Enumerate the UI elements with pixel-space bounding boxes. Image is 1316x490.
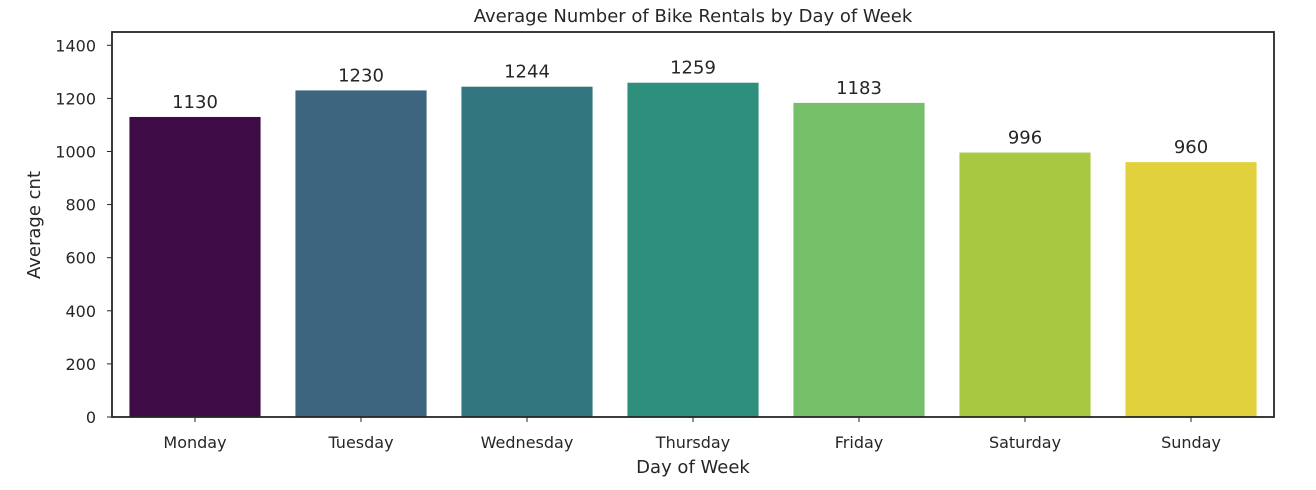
data-label-sunday: 960 xyxy=(1174,137,1208,158)
x-tick-label: Saturday xyxy=(989,433,1061,452)
chart-title: Average Number of Bike Rentals by Day of… xyxy=(474,6,913,27)
y-axis-ticks: 0 200 400 600 800 1000 1200 1400 xyxy=(55,36,112,427)
y-axis-label: Average cnt xyxy=(24,171,45,279)
data-label-saturday: 996 xyxy=(1008,128,1042,149)
data-label-monday: 1130 xyxy=(172,92,218,113)
bars-group xyxy=(129,82,1257,418)
x-axis-ticks: Monday Tuesday Wednesday Thursday Friday Satu… xyxy=(163,417,1221,452)
x-tick-label: Thursday xyxy=(655,433,730,452)
bar-monday xyxy=(129,116,261,417)
data-labels-group: 1130 1230 1244 1259 1183 996 960 xyxy=(172,58,1208,158)
data-label-wednesday: 1244 xyxy=(504,62,550,83)
x-tick-label: Monday xyxy=(163,433,226,452)
bar-thursday xyxy=(627,82,759,417)
plot-frame xyxy=(111,31,1275,418)
bar-sunday xyxy=(1125,162,1257,417)
bar-saturday xyxy=(959,152,1091,417)
x-tick-label: Friday xyxy=(835,433,884,452)
y-tick-label: 800 xyxy=(65,196,96,215)
y-tick-label: 600 xyxy=(65,249,96,268)
y-tick-label: 400 xyxy=(65,302,96,321)
x-tick-label: Tuesday xyxy=(327,433,393,452)
data-label-tuesday: 1230 xyxy=(338,65,384,86)
x-axis-label: Day of Week xyxy=(636,457,750,478)
data-label-friday: 1183 xyxy=(836,78,882,99)
x-tick-label: Sunday xyxy=(1161,433,1221,452)
data-label-thursday: 1259 xyxy=(670,58,716,79)
y-tick-label: 200 xyxy=(65,355,96,374)
y-tick-label: 1400 xyxy=(55,36,96,55)
bar-friday xyxy=(793,102,925,418)
bar-wednesday xyxy=(461,86,593,418)
y-tick-label: 0 xyxy=(86,408,96,427)
x-tick-label: Wednesday xyxy=(481,433,574,452)
y-tick-label: 1000 xyxy=(55,142,96,161)
bar-tuesday xyxy=(295,90,427,418)
y-tick-label: 1200 xyxy=(55,89,96,108)
